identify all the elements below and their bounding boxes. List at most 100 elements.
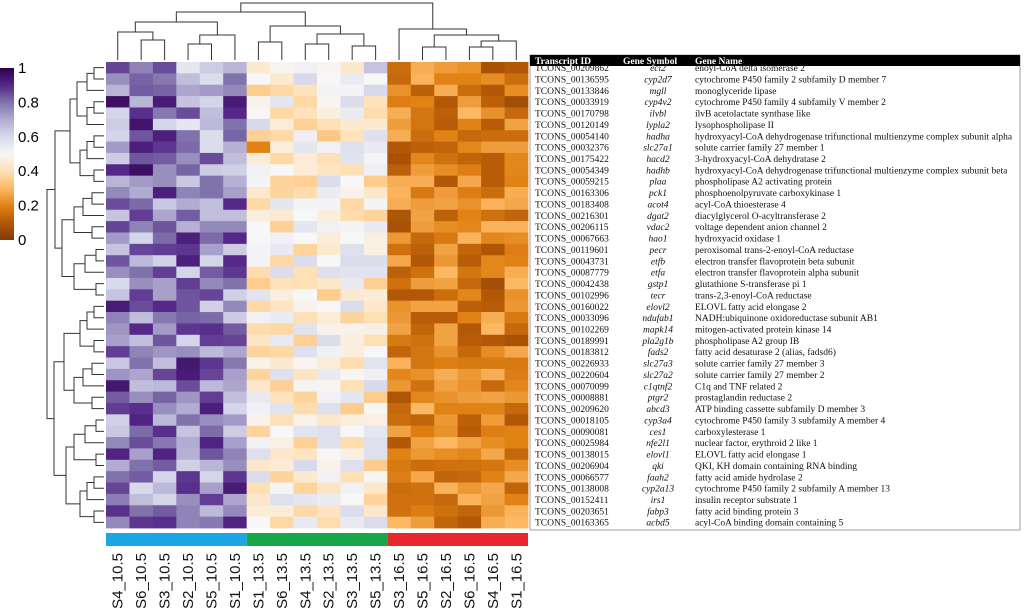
heatmap-cell: [293, 368, 318, 381]
heatmap-cell: [481, 437, 505, 449]
heatmap-cell: [457, 289, 482, 302]
heatmap-cell: [176, 141, 201, 154]
heatmap-cell: [434, 141, 459, 154]
heatmap-cell: [293, 152, 318, 165]
heatmap-cell: [410, 391, 435, 404]
table-gene-symbol: pecr: [649, 246, 667, 256]
heatmap-cell: [363, 323, 388, 336]
heatmap-cell: [152, 164, 177, 177]
heatmap-cell: [223, 425, 248, 438]
heatmap-cell: [293, 300, 318, 313]
heatmap-cell: [504, 459, 529, 472]
heatmap-cell: [199, 346, 224, 358]
heatmap-cell: [387, 334, 412, 347]
heatmap-cell: [340, 482, 365, 495]
heatmap-cell: [293, 118, 318, 131]
heatmap-cell: [152, 380, 177, 393]
heatmap-cell: [246, 84, 271, 97]
dendrogram-link: [93, 339, 104, 353]
table-gene-symbol: tecr: [651, 291, 666, 301]
heatmap-cell: [176, 402, 201, 415]
table-gene-symbol: slc27a1: [643, 144, 673, 154]
heatmap-cell: [410, 516, 435, 529]
heatmap-cell: [340, 346, 365, 358]
heatmap-cell: [504, 300, 529, 313]
heatmap-cell: [199, 232, 224, 245]
heatmap-cell: [293, 380, 318, 393]
heatmap-cell: [504, 232, 529, 245]
heatmap-cell: [293, 493, 318, 506]
heatmap-cell: [410, 402, 435, 415]
table-gene-symbol: acot4: [647, 201, 668, 211]
heatmap-cell: [434, 289, 459, 302]
heatmap-cell: [223, 277, 248, 290]
heatmap-cell: [504, 141, 529, 154]
heatmap-cell: [199, 334, 224, 347]
dendrogram-link: [175, 11, 306, 26]
heatmap-cell: [504, 221, 529, 233]
heatmap-cell: [129, 266, 154, 279]
heatmap-cell: [457, 96, 482, 108]
heatmap-cell: [387, 164, 412, 177]
dendrogram-link: [93, 101, 104, 114]
heatmap-cell: [106, 62, 130, 74]
heatmap-cell: [223, 516, 248, 529]
sample-label: S2_16.5: [438, 553, 455, 608]
heatmap-cell: [317, 402, 341, 415]
dendrogram-link: [76, 81, 87, 117]
table-gene-symbol: lypla2: [646, 121, 670, 131]
heatmap-cell: [457, 402, 482, 415]
heatmap-cell: [481, 312, 505, 324]
heatmap-cell: [387, 175, 412, 188]
table-gene-symbol: elovl1: [646, 451, 669, 461]
table-transcript-id: TCONS_00102996: [535, 291, 609, 301]
heatmap-cell: [340, 516, 365, 529]
heatmap-cell: [410, 209, 435, 222]
heatmap-cell: [293, 141, 318, 154]
heatmap-cell: [317, 391, 341, 404]
group-bar-13-5: [246, 533, 388, 546]
heatmap-cell: [106, 380, 130, 393]
gene-table: Transcript ID Gene Symbol Gene Name TCONS_0…: [529, 54, 1021, 531]
heatmap-cell: [504, 380, 529, 393]
heatmap-cell: [481, 425, 505, 438]
heatmap-cell: [457, 232, 482, 245]
heatmap-cell: [504, 62, 529, 74]
heatmap-cell: [363, 482, 388, 495]
table-transcript-id: TCONS_00059215: [535, 178, 609, 188]
heatmap-cell: [387, 425, 412, 438]
dendrogram-link: [86, 482, 104, 501]
dendrogram-link: [86, 141, 104, 160]
heatmap-cell: [410, 62, 435, 74]
heatmap-cell: [152, 209, 177, 222]
table-gene-symbol: cyp2a13: [642, 485, 674, 495]
heatmap-cell: [410, 334, 435, 347]
table-transcript-id: TCONS_00066577: [535, 473, 609, 483]
table-transcript-id: TCONS_00183812: [535, 348, 609, 358]
heatmap-cell: [387, 357, 412, 370]
heatmap-cell: [293, 334, 318, 347]
dendrogram-link: [93, 476, 104, 489]
table-gene-name: cytochrome P450 family 4 subfamily V mem…: [695, 97, 886, 108]
heatmap-cell: [387, 187, 412, 199]
heatmap-cell: [152, 232, 177, 245]
heatmap-cell: [457, 357, 482, 370]
heatmap-cell: [176, 346, 201, 358]
heatmap-cell: [176, 505, 201, 518]
dendrogram-link: [304, 43, 330, 60]
table-gene-name: ATP binding cassette subfamily D member …: [695, 404, 865, 415]
heatmap-cell: [410, 437, 435, 449]
heatmap-cell: [317, 334, 341, 347]
heatmap-cell: [293, 62, 318, 74]
legend-tick-label: 0.2: [18, 198, 39, 215]
heatmap-cell: [293, 221, 318, 233]
heatmap-cell: [410, 198, 435, 211]
heatmap-cell: [317, 73, 341, 86]
heatmap-cell: [199, 391, 224, 404]
heatmap-cell: [223, 459, 248, 472]
heatmap-cell: [340, 289, 365, 302]
heatmap-cell: [387, 198, 412, 211]
heatmap-cell: [293, 402, 318, 415]
table-gene-name: NADH:ubiquinone oxidoreductase subunit A…: [695, 314, 878, 324]
heatmap-cell: [129, 232, 154, 245]
